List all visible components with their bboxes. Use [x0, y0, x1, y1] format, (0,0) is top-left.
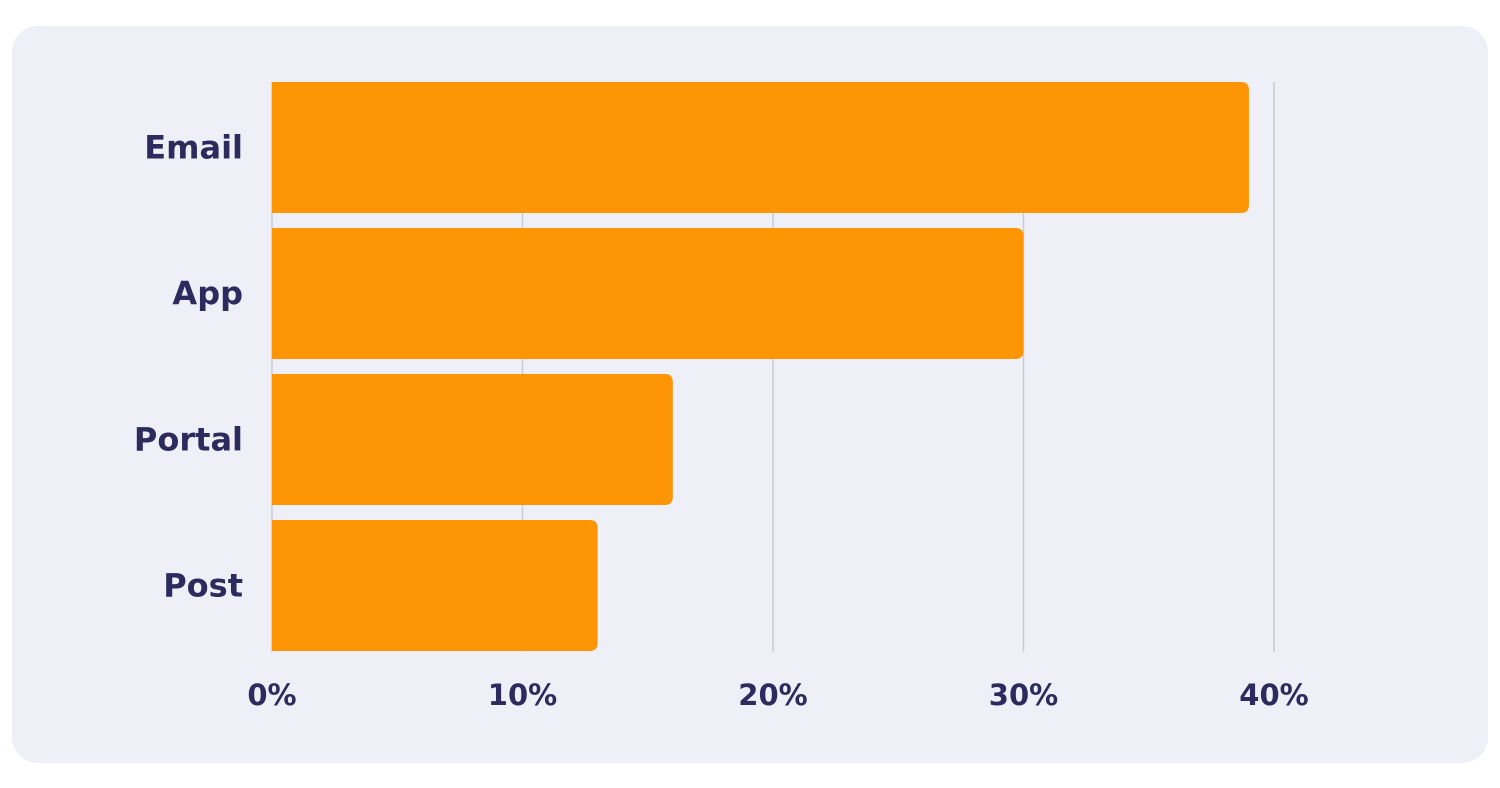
x-tick-label-3: 30% — [989, 678, 1058, 712]
x-tick-label-4: 40% — [1239, 678, 1308, 712]
category-label-app: App — [172, 275, 243, 313]
category-label-portal: Portal — [134, 421, 243, 459]
category-label-email: Email — [144, 129, 243, 167]
x-tick-labels: 0% 10% 20% 30% 40% — [247, 678, 1308, 712]
x-tick-label-1: 10% — [488, 678, 557, 712]
bar-portal — [272, 374, 673, 505]
bar-email — [272, 82, 1249, 213]
x-tick-label-2: 20% — [738, 678, 807, 712]
bars — [272, 82, 1249, 651]
category-labels: Email App Portal Post — [134, 129, 243, 605]
bar-app — [272, 228, 1024, 359]
category-label-post: Post — [163, 567, 243, 605]
x-tick-label-0: 0% — [247, 678, 296, 712]
bar-post — [272, 520, 598, 651]
